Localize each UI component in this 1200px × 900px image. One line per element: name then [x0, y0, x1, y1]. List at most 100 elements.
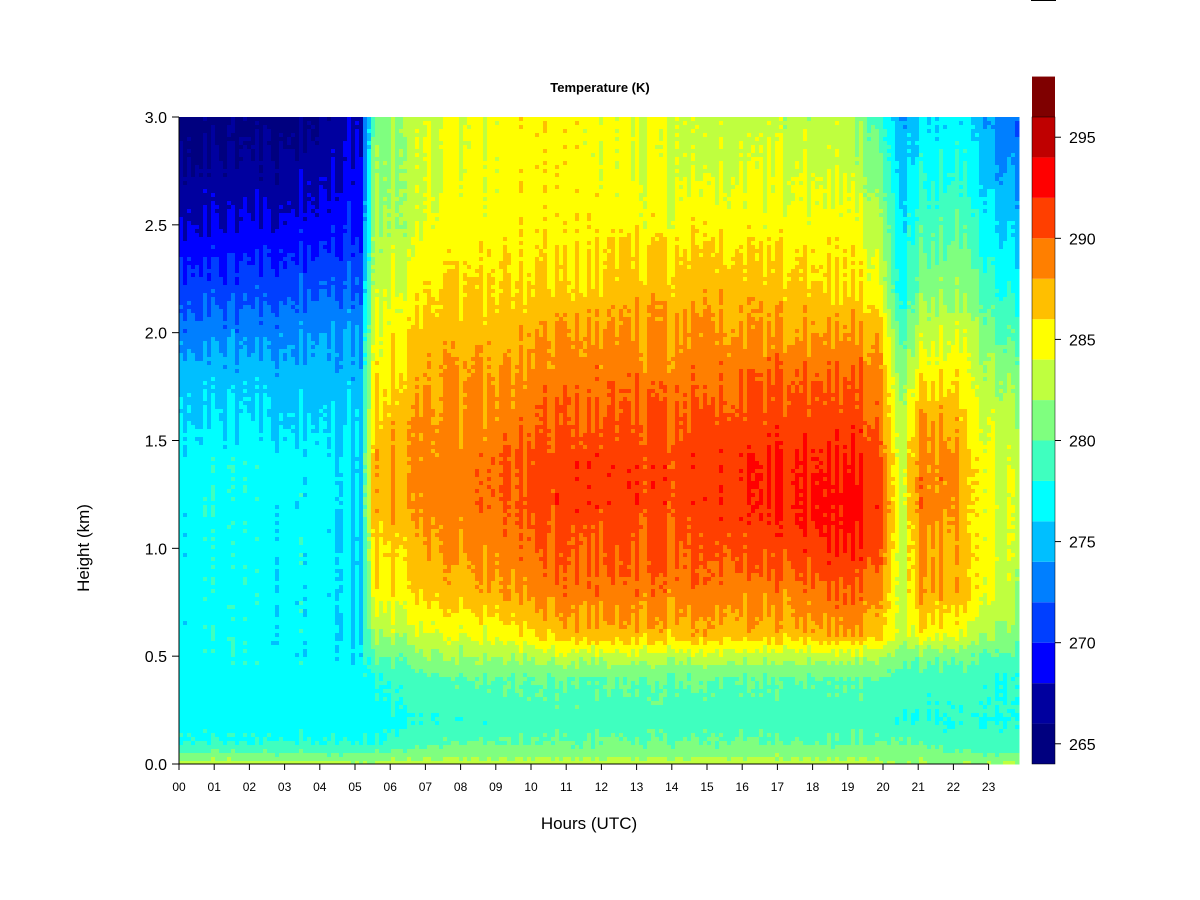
heatmap-cell	[179, 597, 184, 602]
heatmap-cell	[183, 757, 188, 762]
heatmap-cell	[179, 309, 184, 314]
heatmap-cell	[227, 461, 232, 466]
heatmap-cell	[179, 353, 184, 358]
heatmap-cell	[215, 697, 220, 702]
heatmap-cell	[187, 217, 192, 222]
heatmap-cell	[207, 657, 212, 662]
heatmap-cell	[215, 297, 220, 302]
heatmap-cell	[235, 425, 240, 430]
heatmap-cell	[267, 145, 272, 150]
heatmap-cell	[263, 385, 268, 390]
heatmap-cell	[179, 589, 184, 594]
heatmap-cell	[239, 437, 244, 442]
heatmap-cell	[251, 585, 256, 590]
heatmap-cell	[231, 665, 236, 670]
heatmap-cell	[207, 661, 212, 666]
heatmap-cell	[211, 581, 216, 586]
heatmap-cell	[239, 133, 244, 138]
heatmap-cell	[259, 381, 264, 386]
heatmap-cell	[239, 601, 244, 606]
heatmap-cell	[251, 677, 256, 682]
heatmap-cell	[215, 193, 220, 198]
heatmap-cell	[199, 701, 204, 706]
heatmap-cell	[235, 237, 240, 242]
heatmap-cell	[179, 717, 184, 722]
heatmap-cell	[235, 277, 240, 282]
heatmap-cell	[215, 289, 220, 294]
heatmap-cell	[219, 517, 224, 522]
heatmap-cell	[191, 469, 196, 474]
heatmap-cell	[247, 477, 252, 482]
heatmap-cell	[259, 353, 264, 358]
heatmap-cell	[251, 665, 256, 670]
heatmap-cell	[211, 505, 216, 510]
heatmap-cell	[243, 305, 248, 310]
heatmap-cell	[239, 713, 244, 718]
heatmap-cell	[239, 229, 244, 234]
heatmap-cell	[271, 201, 276, 206]
heatmap-cell	[203, 337, 208, 342]
heatmap-cell	[191, 461, 196, 466]
heatmap-cell	[243, 293, 248, 298]
heatmap-cell	[203, 577, 208, 582]
heatmap-cell	[219, 249, 224, 254]
heatmap-cell	[259, 357, 264, 362]
heatmap-cell	[271, 397, 276, 402]
heatmap-cell	[199, 609, 204, 614]
heatmap-cell	[239, 445, 244, 450]
heatmap-cell	[243, 405, 248, 410]
heatmap-cell	[219, 533, 224, 538]
heatmap-cell	[179, 249, 184, 254]
heatmap-cell	[223, 705, 228, 710]
heatmap-cell	[191, 133, 196, 138]
heatmap-cell	[179, 161, 184, 166]
heatmap-cell	[187, 305, 192, 310]
heatmap-cell	[259, 185, 264, 190]
heatmap-cell	[203, 481, 208, 486]
heatmap-cell	[183, 513, 188, 518]
heatmap-cell	[263, 561, 268, 566]
heatmap-cell	[215, 521, 220, 526]
heatmap-cell	[251, 693, 256, 698]
heatmap-cell	[251, 681, 256, 686]
heatmap-cell	[251, 569, 256, 574]
heatmap-cell	[247, 529, 252, 534]
heatmap-cell	[219, 429, 224, 434]
heatmap-cell	[231, 437, 236, 442]
heatmap-cell	[271, 509, 276, 514]
heatmap-cell	[187, 549, 192, 554]
heatmap-cell	[263, 697, 268, 702]
heatmap-cell	[271, 469, 276, 474]
heatmap-cell	[191, 545, 196, 550]
heatmap-cell	[195, 125, 200, 130]
heatmap-cell	[223, 749, 228, 754]
heatmap-cell	[207, 137, 212, 142]
heatmap-cell	[251, 529, 256, 534]
heatmap-cell	[195, 405, 200, 410]
heatmap-cell	[227, 685, 232, 690]
heatmap-cell	[271, 621, 276, 626]
heatmap-cell	[179, 333, 184, 338]
heatmap-cell	[251, 729, 256, 734]
heatmap-cell	[239, 589, 244, 594]
heatmap-cell	[251, 633, 256, 638]
heatmap-cell	[215, 385, 220, 390]
heatmap-cell	[183, 717, 188, 722]
heatmap-cell	[235, 557, 240, 562]
heatmap-cell	[223, 341, 228, 346]
heatmap-cell	[235, 501, 240, 506]
heatmap-cell	[227, 737, 232, 742]
heatmap-cell	[199, 181, 204, 186]
heatmap-cell	[251, 749, 256, 754]
heatmap-cell	[179, 477, 184, 482]
heatmap-cell	[231, 297, 236, 302]
heatmap-cell	[203, 737, 208, 742]
heatmap-cell	[243, 473, 248, 478]
heatmap-cell	[271, 281, 276, 286]
heatmap-cell	[263, 585, 268, 590]
heatmap-cell	[183, 321, 188, 326]
heatmap-cell	[227, 465, 232, 470]
heatmap-cell	[263, 289, 268, 294]
heatmap-cell	[183, 385, 188, 390]
heatmap-cell	[191, 609, 196, 614]
